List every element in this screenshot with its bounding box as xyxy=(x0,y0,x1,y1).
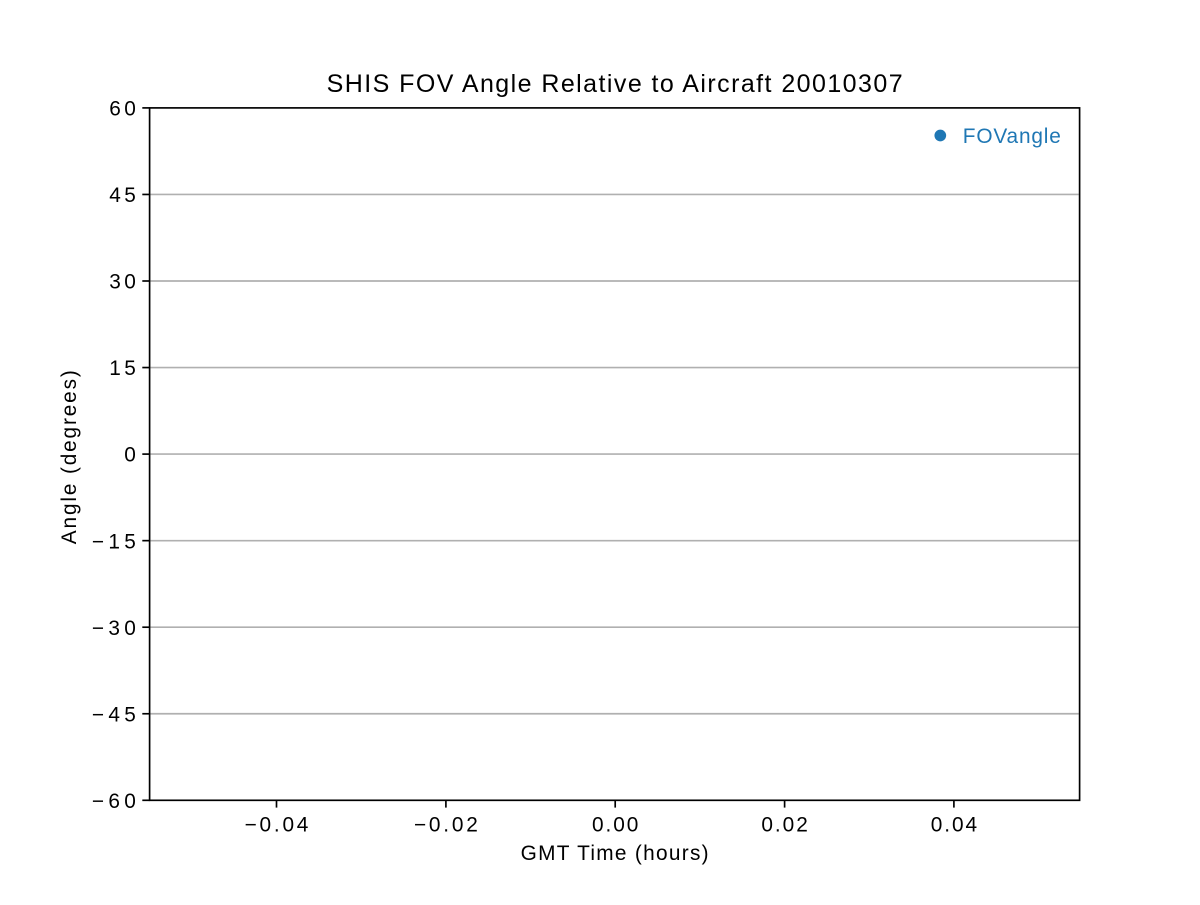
svg-text:−45: −45 xyxy=(92,703,136,726)
svg-text:0.02: 0.02 xyxy=(761,813,807,836)
svg-text:Angle (degrees): Angle (degrees) xyxy=(58,370,81,544)
svg-text:FOVangle: FOVangle xyxy=(963,125,1061,148)
svg-text:−60: −60 xyxy=(92,790,136,813)
svg-text:−0.04: −0.04 xyxy=(245,813,309,836)
svg-text:−0.02: −0.02 xyxy=(414,813,478,836)
svg-text:0.00: 0.00 xyxy=(592,813,638,836)
svg-text:0: 0 xyxy=(124,444,136,467)
svg-text:0.04: 0.04 xyxy=(931,813,977,836)
svg-text:−30: −30 xyxy=(92,617,136,640)
svg-text:SHIS FOV Angle Relative to Air: SHIS FOV Angle Relative to Aircraft 2001… xyxy=(327,70,903,98)
svg-text:−15: −15 xyxy=(92,530,136,553)
svg-text:GMT Time (hours): GMT Time (hours) xyxy=(521,842,709,865)
